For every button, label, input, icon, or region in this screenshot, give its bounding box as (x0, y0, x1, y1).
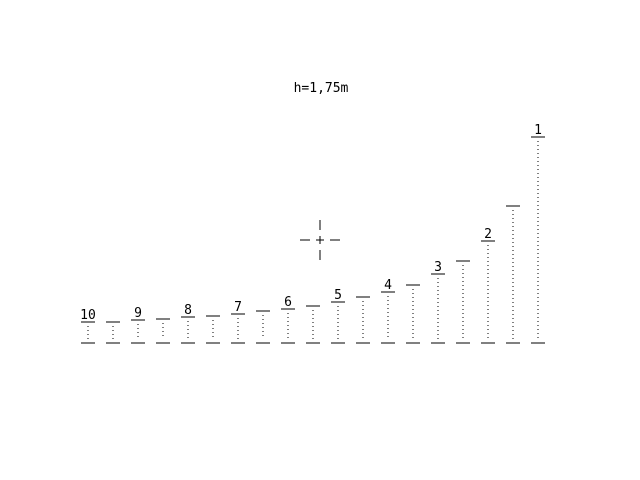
distance-label: 8 (184, 303, 192, 318)
distance-label: 4 (384, 278, 392, 293)
distance-label: 6 (284, 295, 292, 310)
height-label: h=1,75m (294, 81, 349, 96)
crosshair-icon (300, 220, 340, 260)
distance-label: 1 (534, 123, 542, 138)
range-markers: 10 9 8 7 6 5 4 3 2 1 (80, 123, 545, 344)
distance-label: 5 (334, 288, 342, 303)
distance-label: 2 (484, 227, 492, 242)
distance-label: 3 (434, 260, 442, 275)
distance-label: 9 (134, 306, 142, 321)
distance-label: 7 (234, 300, 242, 315)
distance-label: 10 (80, 308, 96, 323)
